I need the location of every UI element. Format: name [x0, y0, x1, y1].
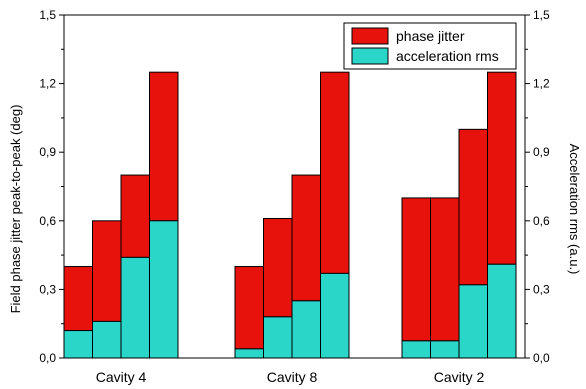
bar-phase-jitter-g1-b1 — [63, 266, 93, 332]
y-tick-label-right-0: 0,0 — [533, 351, 550, 365]
bar-acceleration-rms-g2-b4 — [320, 272, 350, 359]
y-tick-label-left-1: 0,3 — [39, 282, 56, 296]
bar-acceleration-rms-g2-b3 — [291, 300, 321, 359]
legend-label-acceleration-rms: acceleration rms — [396, 48, 499, 64]
bar-acceleration-rms-g1-b2 — [92, 320, 122, 359]
bar-acceleration-rms-g2-b2 — [263, 316, 293, 359]
y-tick-label-right-4: 1,2 — [533, 77, 550, 91]
bar-acceleration-rms-g2-b1 — [234, 348, 264, 359]
y-tick-label-left-5: 1,5 — [39, 8, 56, 22]
bar-phase-jitter-g3-b3 — [458, 128, 488, 286]
y-tick-label-left-2: 0,6 — [39, 214, 56, 228]
bar-phase-jitter-g3-b2 — [430, 197, 460, 342]
bar-phase-jitter-g2-b3 — [291, 174, 321, 302]
legend-label-phase-jitter: phase jitter — [396, 28, 465, 44]
bar-acceleration-rms-g3-b4 — [487, 263, 517, 359]
y-tick-label-left-4: 1,2 — [39, 77, 56, 91]
y-tick-label-left-0: 0,0 — [39, 351, 56, 365]
y-tick-label-left-3: 0,9 — [39, 145, 56, 159]
y-axis-title-left: Field phase jitter peak-to-peak (deg) — [8, 105, 23, 314]
bar-phase-jitter-g2-b2 — [263, 218, 293, 318]
bar-phase-jitter-g2-b1 — [234, 266, 264, 350]
bar-phase-jitter-g1-b2 — [92, 220, 122, 322]
bar-acceleration-rms-g1-b3 — [120, 256, 150, 359]
bars-layer — [63, 71, 517, 359]
y-tick-label-right-3: 0,9 — [533, 145, 550, 159]
category-label-2: Cavity 8 — [267, 369, 318, 385]
bar-phase-jitter-g3-b4 — [487, 71, 517, 265]
legend: phase jitter acceleration rms — [343, 22, 517, 70]
category-label-3: Cavity 2 — [434, 369, 485, 385]
bar-phase-jitter-g2-b4 — [320, 71, 350, 274]
y-tick-label-right-1: 0,3 — [533, 282, 550, 296]
bar-acceleration-rms-g1-b4 — [149, 220, 179, 359]
bar-phase-jitter-g3-b1 — [401, 197, 431, 342]
y-axis-title-right: Acceleration rms (a.u.) — [567, 144, 582, 275]
axes-layer: Cavity 4 Cavity 8 Cavity 2 0,0 0,0 0,3 0,3 0,6 0… — [39, 8, 550, 385]
bar-acceleration-rms-g3-b3 — [458, 284, 488, 359]
bar-acceleration-rms-g3-b1 — [401, 340, 431, 359]
legend-swatch-acceleration-rms — [351, 47, 389, 65]
bar-acceleration-rms-g3-b2 — [430, 340, 460, 359]
bar-phase-jitter-g1-b3 — [120, 174, 150, 258]
legend-swatch-phase-jitter — [351, 27, 389, 45]
category-label-1: Cavity 4 — [96, 369, 147, 385]
y-tick-label-right-2: 0,6 — [533, 214, 550, 228]
bar-phase-jitter-g1-b4 — [149, 71, 179, 222]
y-tick-label-right-5: 1,5 — [533, 8, 550, 22]
bar-acceleration-rms-g1-b1 — [63, 330, 93, 359]
